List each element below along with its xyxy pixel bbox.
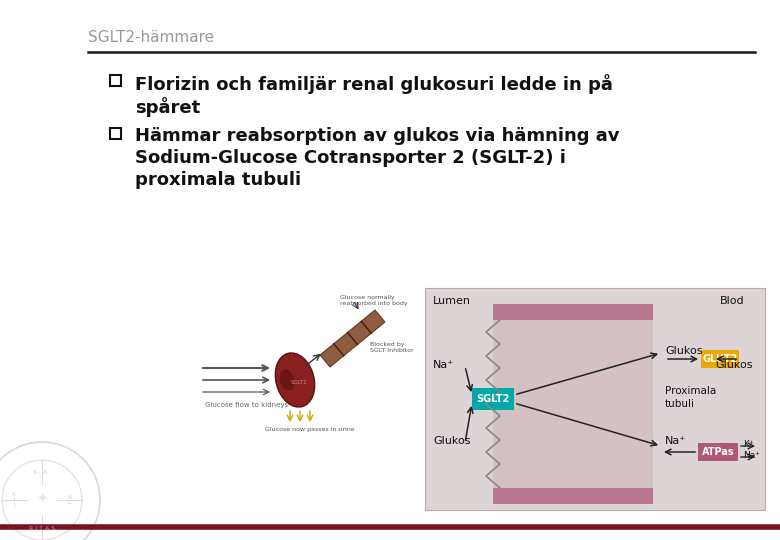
Bar (425, 288, 765, 510)
Text: Glucose now passes in urine: Glucose now passes in urine (265, 427, 355, 432)
Text: A
T
I: A T I (12, 492, 16, 508)
Text: spåret: spåret (135, 97, 200, 117)
Text: Glukos: Glukos (433, 436, 470, 446)
Text: SGLT2: SGLT2 (291, 380, 307, 384)
Bar (110, 75, 121, 86)
Polygon shape (320, 310, 385, 367)
Bar (110, 128, 121, 139)
Text: Proximala: Proximala (665, 386, 716, 396)
Text: SGLT2: SGLT2 (477, 394, 509, 404)
Text: Glucose flow to kidneys: Glucose flow to kidneys (205, 402, 288, 408)
Text: Na⁺: Na⁺ (743, 451, 760, 460)
Ellipse shape (280, 369, 294, 391)
Text: A
C: A C (68, 495, 72, 505)
Bar (493, 304, 653, 320)
Text: Glucose normally
reabsorbed into body: Glucose normally reabsorbed into body (340, 295, 408, 306)
Text: Blod: Blod (720, 296, 745, 306)
Text: Blocked by
SGLT Inhibitor: Blocked by SGLT Inhibitor (370, 342, 413, 353)
Text: R I T A S: R I T A S (29, 525, 55, 530)
Bar (701, 350, 739, 368)
Bar (493, 304, 653, 488)
Text: Florizin och familjär renal glukosuri ledde in på: Florizin och familjär renal glukosuri le… (135, 74, 613, 94)
Text: Lumen: Lumen (433, 296, 471, 306)
Text: Glukos: Glukos (665, 346, 703, 356)
Bar (698, 443, 738, 461)
Text: proximala tubuli: proximala tubuli (135, 171, 301, 189)
Text: ATPas: ATPas (702, 447, 734, 457)
Text: Sodium-Glucose Cotransporter 2 (SGLT-2) i: Sodium-Glucose Cotransporter 2 (SGLT-2) … (135, 149, 566, 167)
Bar (472, 388, 514, 410)
Text: Hämmar reabsorption av glukos via hämning av: Hämmar reabsorption av glukos via hämnin… (135, 127, 619, 145)
Text: S · A ·: S · A · (33, 469, 51, 475)
Ellipse shape (275, 353, 314, 407)
Text: Na⁺: Na⁺ (433, 360, 454, 370)
Text: Glukos: Glukos (715, 360, 753, 370)
Text: tubuli: tubuli (665, 399, 695, 409)
Text: SGLT2-hämmare: SGLT2-hämmare (88, 30, 215, 45)
Text: GLUT2: GLUT2 (702, 354, 738, 364)
Text: Na⁺: Na⁺ (665, 436, 686, 446)
Bar (493, 488, 653, 504)
Text: ✦: ✦ (36, 493, 48, 507)
Text: K⁺: K⁺ (743, 440, 753, 449)
